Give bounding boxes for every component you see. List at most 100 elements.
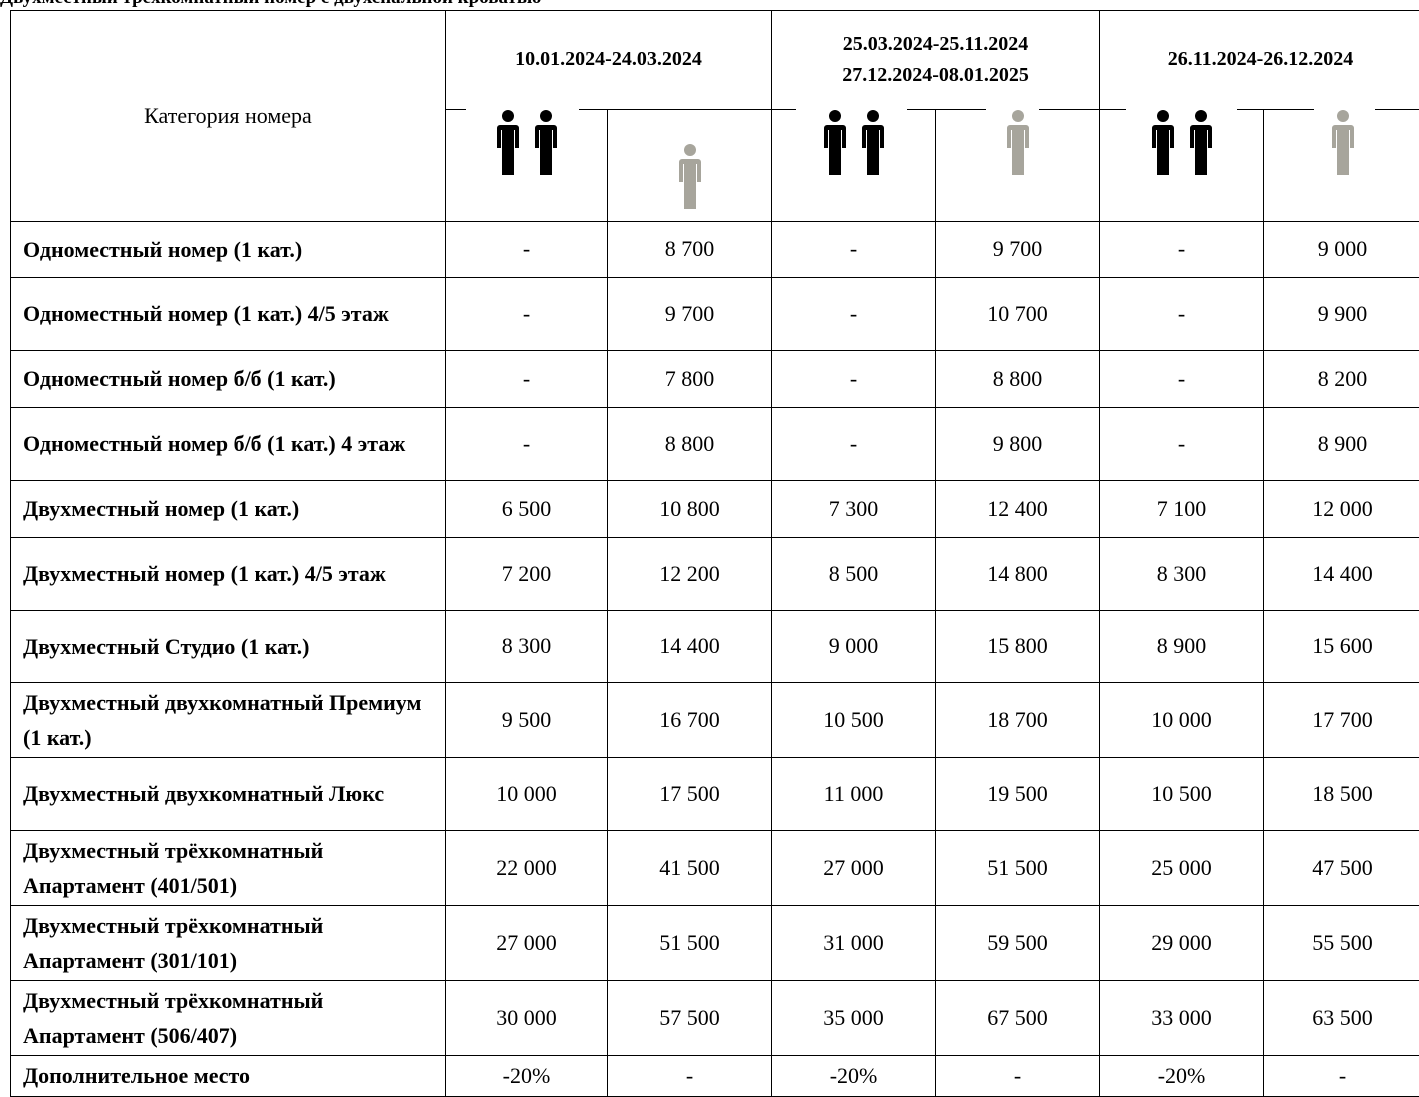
period-header-1: 10.01.2024-24.03.2024 bbox=[446, 11, 772, 109]
price-cell: 31 000 bbox=[772, 905, 936, 980]
price-cell: 12 000 bbox=[1264, 480, 1419, 537]
price-cell: 51 500 bbox=[936, 830, 1100, 905]
price-cell: 47 500 bbox=[1264, 830, 1419, 905]
period-2-line-2: 27.12.2024-08.01.2025 bbox=[772, 60, 1099, 91]
row-category: Двухместный двухкомнатный Люкс bbox=[11, 757, 446, 830]
price-cell: 8 300 bbox=[446, 610, 608, 682]
price-cell: 57 500 bbox=[608, 980, 772, 1055]
two-person-icon bbox=[446, 109, 607, 221]
price-cell: 35 000 bbox=[772, 980, 936, 1055]
row-category: Одноместный номер б/б (1 кат.) bbox=[11, 350, 446, 407]
price-cell: 8 300 bbox=[1100, 537, 1264, 610]
price-cell: - bbox=[772, 407, 936, 480]
price-cell: 18 500 bbox=[1264, 757, 1419, 830]
one-person-icon bbox=[608, 97, 771, 233]
occupancy-single-2 bbox=[936, 109, 1100, 222]
price-cell: 25 000 bbox=[1100, 830, 1264, 905]
period-3-line-1: 26.11.2024-26.12.2024 bbox=[1100, 44, 1419, 75]
price-cell: - bbox=[772, 350, 936, 407]
price-cell: - bbox=[446, 221, 608, 277]
price-cell: -20% bbox=[772, 1055, 936, 1096]
row-category: Двухместный трёхкомнатный Апартамент (50… bbox=[11, 980, 446, 1055]
price-cell: 10 500 bbox=[772, 682, 936, 757]
row-category: Двухместный номер (1 кат.) 4/5 этаж bbox=[11, 537, 446, 610]
price-cell: 9 000 bbox=[772, 610, 936, 682]
two-person-icon bbox=[772, 109, 935, 221]
period-2-line-1: 25.03.2024-25.11.2024 bbox=[772, 29, 1099, 60]
price-cell: 12 200 bbox=[608, 537, 772, 610]
category-header: Категория номера bbox=[11, 11, 446, 222]
price-table-body: Одноместный номер (1 кат.)-8 700-9 700-9… bbox=[11, 221, 1419, 1096]
price-cell: 8 500 bbox=[772, 537, 936, 610]
price-cell: 16 700 bbox=[608, 682, 772, 757]
row-category: Двухместный номер (1 кат.) bbox=[11, 480, 446, 537]
price-cell: 22 000 bbox=[446, 830, 608, 905]
price-cell: 6 500 bbox=[446, 480, 608, 537]
price-cell: 55 500 bbox=[1264, 905, 1419, 980]
price-cell: 63 500 bbox=[1264, 980, 1419, 1055]
table-row: Одноместный номер б/б (1 кат.) 4 этаж-8 … bbox=[11, 407, 1419, 480]
price-cell: 14 400 bbox=[608, 610, 772, 682]
table-row: Двухместный трёхкомнатный Апартамент (30… bbox=[11, 905, 1419, 980]
period-1-line-1: 10.01.2024-24.03.2024 bbox=[446, 44, 771, 75]
price-cell: - bbox=[446, 407, 608, 480]
price-cell: 67 500 bbox=[936, 980, 1100, 1055]
price-cell: - bbox=[772, 221, 936, 277]
one-person-icon bbox=[1264, 109, 1419, 221]
price-cell: 33 000 bbox=[1100, 980, 1264, 1055]
row-category: Одноместный номер (1 кат.) 4/5 этаж bbox=[11, 277, 446, 350]
price-cell: -20% bbox=[1100, 1055, 1264, 1096]
price-cell: 14 800 bbox=[936, 537, 1100, 610]
table-row: Двухместный трёхкомнатный Апартамент (40… bbox=[11, 830, 1419, 905]
price-cell: 10 000 bbox=[1100, 682, 1264, 757]
price-cell: - bbox=[772, 277, 936, 350]
price-cell: - bbox=[1100, 350, 1264, 407]
price-cell: 7 200 bbox=[446, 537, 608, 610]
price-cell: 9 900 bbox=[1264, 277, 1419, 350]
occupancy-single-3 bbox=[1264, 109, 1419, 222]
price-cell: 7 300 bbox=[772, 480, 936, 537]
price-cell: 17 700 bbox=[1264, 682, 1419, 757]
row-category: Одноместный номер б/б (1 кат.) 4 этаж bbox=[11, 407, 446, 480]
price-cell: 11 000 bbox=[772, 757, 936, 830]
price-cell: 9 500 bbox=[446, 682, 608, 757]
price-cell: 9 800 bbox=[936, 407, 1100, 480]
two-person-icon bbox=[1100, 109, 1263, 221]
period-header-2: 25.03.2024-25.11.2024 27.12.2024-08.01.2… bbox=[772, 11, 1100, 109]
header-row-periods: Категория номера 10.01.2024-24.03.2024 2… bbox=[11, 11, 1419, 109]
table-row: Одноместный номер (1 кат.) 4/5 этаж-9 70… bbox=[11, 277, 1419, 350]
table-row: Двухместный двухкомнатный Премиум (1 кат… bbox=[11, 682, 1419, 757]
price-cell: - bbox=[446, 350, 608, 407]
price-cell: - bbox=[1264, 1055, 1419, 1096]
price-cell: 41 500 bbox=[608, 830, 772, 905]
price-cell: 59 500 bbox=[936, 905, 1100, 980]
period-header-3: 26.11.2024-26.12.2024 bbox=[1100, 11, 1419, 109]
occupancy-double-1 bbox=[446, 109, 608, 222]
table-row: Двухместный трёхкомнатный Апартамент (50… bbox=[11, 980, 1419, 1055]
price-cell: 30 000 bbox=[446, 980, 608, 1055]
occupancy-single-1 bbox=[608, 109, 772, 222]
price-cell: 7 100 bbox=[1100, 480, 1264, 537]
price-cell: 10 000 bbox=[446, 757, 608, 830]
row-category: Дополнительное место bbox=[11, 1055, 446, 1096]
occupancy-double-3 bbox=[1100, 109, 1264, 222]
price-cell: 9 000 bbox=[1264, 221, 1419, 277]
table-row: Одноместный номер б/б (1 кат.)-7 800-8 8… bbox=[11, 350, 1419, 407]
row-category: Двухместный двухкомнатный Премиум (1 кат… bbox=[11, 682, 446, 757]
row-category: Двухместный Студио (1 кат.) bbox=[11, 610, 446, 682]
row-category: Двухместный трёхкомнатный Апартамент (40… bbox=[11, 830, 446, 905]
row-category: Одноместный номер (1 кат.) bbox=[11, 221, 446, 277]
price-cell: 17 500 bbox=[608, 757, 772, 830]
price-cell: 8 800 bbox=[936, 350, 1100, 407]
price-cell: - bbox=[446, 277, 608, 350]
price-cell: 10 700 bbox=[936, 277, 1100, 350]
price-cell: 19 500 bbox=[936, 757, 1100, 830]
price-cell: 51 500 bbox=[608, 905, 772, 980]
occupancy-double-2 bbox=[772, 109, 936, 222]
row-category: Двухместный трёхкомнатный Апартамент (30… bbox=[11, 905, 446, 980]
price-cell: 9 700 bbox=[608, 277, 772, 350]
